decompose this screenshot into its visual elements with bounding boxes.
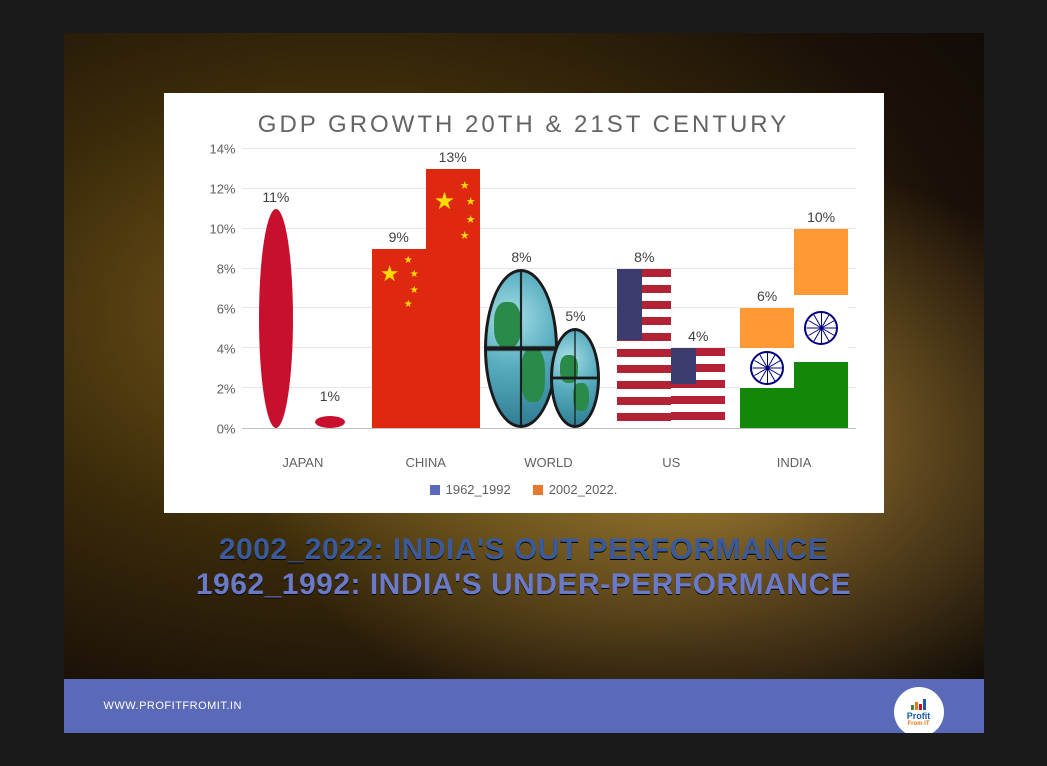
y-tick: 12% [209, 182, 235, 197]
y-tick: 6% [217, 302, 236, 317]
legend: 1962_1992 2002_2022. [192, 482, 856, 497]
bar-japan-1962: 11% [249, 209, 303, 428]
bar-world-1962: 8% [494, 269, 548, 428]
y-tick: 2% [217, 382, 236, 397]
bar-group-world: 8% 5% [494, 149, 602, 428]
bar-label: 10% [794, 209, 848, 225]
india-flag-icon [740, 308, 794, 428]
chart-card: GDP GROWTH 20TH & 21ST CENTURY 0% 2% 4% … [164, 93, 884, 513]
y-tick: 14% [209, 142, 235, 157]
globe-icon [484, 269, 558, 428]
legend-swatch-icon [430, 485, 440, 495]
china-flag-icon: ★ ★ ★ ★ ★ [372, 249, 426, 428]
bar-label: 11% [249, 189, 303, 205]
bar-china-2002: 13% ★ ★ ★ ★ ★ [426, 169, 480, 428]
logo-text-main: Profit [907, 712, 931, 721]
x-label: WORLD [494, 455, 602, 470]
bar-label: 6% [740, 288, 794, 304]
bar-us-1962: 8% [617, 269, 671, 428]
footer: WWW.PROFITFROMIT.IN Profit From IT [64, 679, 984, 733]
bar-label: 4% [671, 328, 725, 344]
us-flag-icon [617, 269, 671, 428]
japan-disc-icon [259, 209, 293, 428]
slide: GDP GROWTH 20TH & 21ST CENTURY 0% 2% 4% … [64, 33, 984, 733]
legend-item-1962: 1962_1992 [430, 482, 511, 497]
y-tick: 8% [217, 262, 236, 277]
legend-swatch-icon [533, 485, 543, 495]
bar-group-us: 8% 4% [617, 149, 725, 428]
plot-area: 0% 2% 4% 6% 8% 10% 12% 14% [192, 149, 856, 449]
y-tick: 0% [217, 422, 236, 437]
globe-icon [550, 328, 600, 428]
x-label: INDIA [740, 455, 848, 470]
bar-group-china: 9% ★ ★ ★ ★ ★ 13% ★ ★ [372, 149, 480, 428]
x-label: JAPAN [249, 455, 357, 470]
china-flag-icon: ★ ★ ★ ★ ★ [426, 169, 480, 428]
bar-china-1962: 9% ★ ★ ★ ★ ★ [372, 249, 426, 428]
bar-india-1962: 6% [740, 308, 794, 428]
india-flag-icon [794, 229, 848, 428]
logo-text-sub: From IT [907, 721, 931, 727]
bar-label: 13% [426, 149, 480, 165]
x-axis: JAPAN CHINA WORLD US INDIA [242, 455, 856, 470]
bar-group-japan: 11% 1% [249, 149, 357, 428]
japan-disc-icon [315, 416, 345, 428]
footer-logo: Profit From IT [894, 687, 944, 733]
bar-group-india: 6% [740, 149, 848, 428]
bar-label: 1% [303, 388, 357, 404]
headline-under-performance: 1962_1992: INDIA'S UNDER-PERFORMANCE [64, 568, 984, 603]
footer-url: WWW.PROFITFROMIT.IN [104, 700, 242, 712]
legend-label: 2002_2022. [549, 482, 618, 497]
chart-title: GDP GROWTH 20TH & 21ST CENTURY [192, 111, 856, 139]
bar-label: 8% [494, 249, 548, 265]
headline-out-performance: 2002_2022: INDIA'S OUT PERFORMANCE [64, 533, 984, 568]
bar-label: 9% [372, 229, 426, 245]
bar-label: 5% [548, 308, 602, 324]
x-label: CHINA [372, 455, 480, 470]
bar-world-2002: 5% [548, 328, 602, 428]
legend-label: 1962_1992 [446, 482, 511, 497]
bar-us-2002: 4% [671, 348, 725, 428]
x-label: US [617, 455, 725, 470]
logo-icon: Profit From IT [907, 698, 931, 727]
y-tick: 10% [209, 222, 235, 237]
y-axis: 0% 2% 4% 6% 8% 10% 12% 14% [192, 149, 242, 429]
legend-item-2002: 2002_2022. [533, 482, 618, 497]
us-flag-icon [671, 348, 725, 428]
bar-japan-2002: 1% [303, 408, 357, 428]
headlines: 2002_2022: INDIA'S OUT PERFORMANCE 1962_… [64, 533, 984, 602]
y-tick: 4% [217, 342, 236, 357]
bar-label: 8% [617, 249, 671, 265]
plot: 11% 1% 9% ★ ★ ★ [242, 149, 856, 429]
bar-india-2002: 10% [794, 229, 848, 428]
